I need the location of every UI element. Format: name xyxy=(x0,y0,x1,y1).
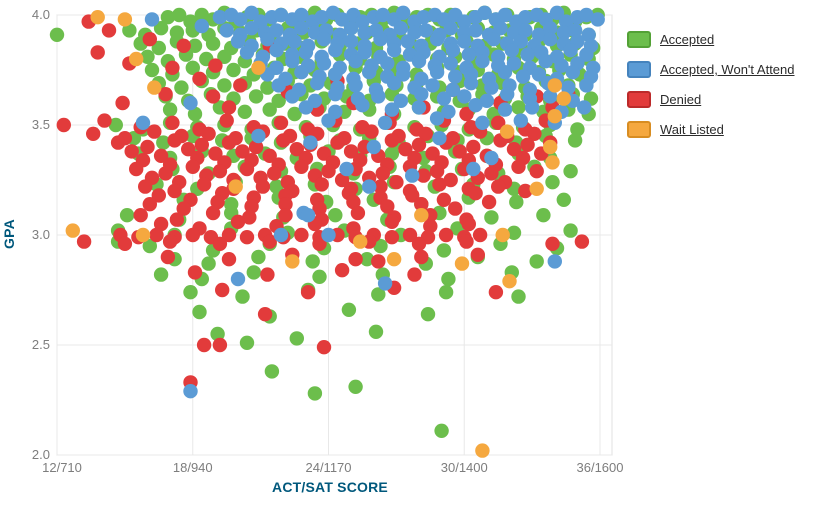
y-tick-label: 3.0 xyxy=(31,227,50,242)
y-axis-title: GPA xyxy=(1,219,17,249)
x-tick-label: 30/1400 xyxy=(440,460,488,475)
x-tick-label: 24/1170 xyxy=(305,460,352,475)
x-tick-label: 18/940 xyxy=(172,460,213,475)
legend-item-accepted-won-t-attend[interactable]: Accepted, Won't Attend xyxy=(627,61,795,78)
legend-label: Denied xyxy=(660,92,702,107)
y-tick-label: 3.5 xyxy=(31,117,50,132)
legend-swatch-icon xyxy=(627,121,651,138)
legend-swatch-icon xyxy=(627,31,651,48)
x-tick-label: 36/1600 xyxy=(576,460,624,475)
x-axis-title: ACT/SAT SCORE xyxy=(272,479,388,495)
legend-label: Accepted xyxy=(660,32,715,47)
y-tick-label: 2.0 xyxy=(31,447,50,462)
legend-item-wait-listed[interactable]: Wait Listed xyxy=(627,121,795,138)
legend-swatch-icon xyxy=(627,61,651,78)
x-tick-label: 12/710 xyxy=(42,460,82,475)
legend-label: Wait Listed xyxy=(660,122,724,137)
legend-swatch-icon xyxy=(627,91,651,108)
y-tick-label: 2.5 xyxy=(31,337,50,352)
y-tick-label: 4.0 xyxy=(31,7,50,22)
legend-item-denied[interactable]: Denied xyxy=(627,91,795,108)
legend-item-accepted[interactable]: Accepted xyxy=(627,31,795,48)
legend-label: Accepted, Won't Attend xyxy=(660,62,795,77)
legend: Accepted Accepted, Won't Attend Denied Wait… xyxy=(627,31,795,151)
